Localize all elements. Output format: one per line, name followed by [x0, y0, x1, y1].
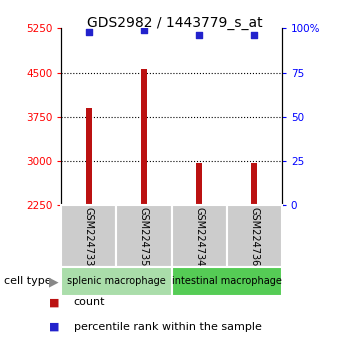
- Bar: [61, 205, 116, 267]
- Bar: [172, 267, 282, 296]
- Text: GSM224735: GSM224735: [139, 207, 149, 266]
- Bar: [85, 108, 92, 205]
- Text: count: count: [74, 297, 105, 307]
- Point: [196, 33, 202, 38]
- Text: GSM224733: GSM224733: [84, 207, 94, 266]
- Text: intestinal macrophage: intestinal macrophage: [172, 276, 281, 286]
- Bar: [196, 164, 202, 205]
- Text: ▶: ▶: [49, 275, 59, 288]
- Text: splenic macrophage: splenic macrophage: [67, 276, 166, 286]
- Bar: [227, 205, 282, 267]
- Text: ■: ■: [49, 297, 60, 307]
- Bar: [172, 205, 227, 267]
- Point: [141, 27, 147, 33]
- Point: [86, 29, 92, 35]
- Text: GSM224736: GSM224736: [249, 207, 259, 266]
- Bar: [141, 69, 147, 205]
- Point: [251, 33, 257, 38]
- Text: cell type: cell type: [4, 276, 51, 286]
- Text: GSM224734: GSM224734: [194, 207, 204, 266]
- Bar: [61, 267, 172, 296]
- Text: ■: ■: [49, 322, 60, 332]
- Text: GDS2982 / 1443779_s_at: GDS2982 / 1443779_s_at: [87, 16, 263, 30]
- Bar: [251, 164, 258, 205]
- Bar: [116, 205, 172, 267]
- Text: percentile rank within the sample: percentile rank within the sample: [74, 322, 261, 332]
